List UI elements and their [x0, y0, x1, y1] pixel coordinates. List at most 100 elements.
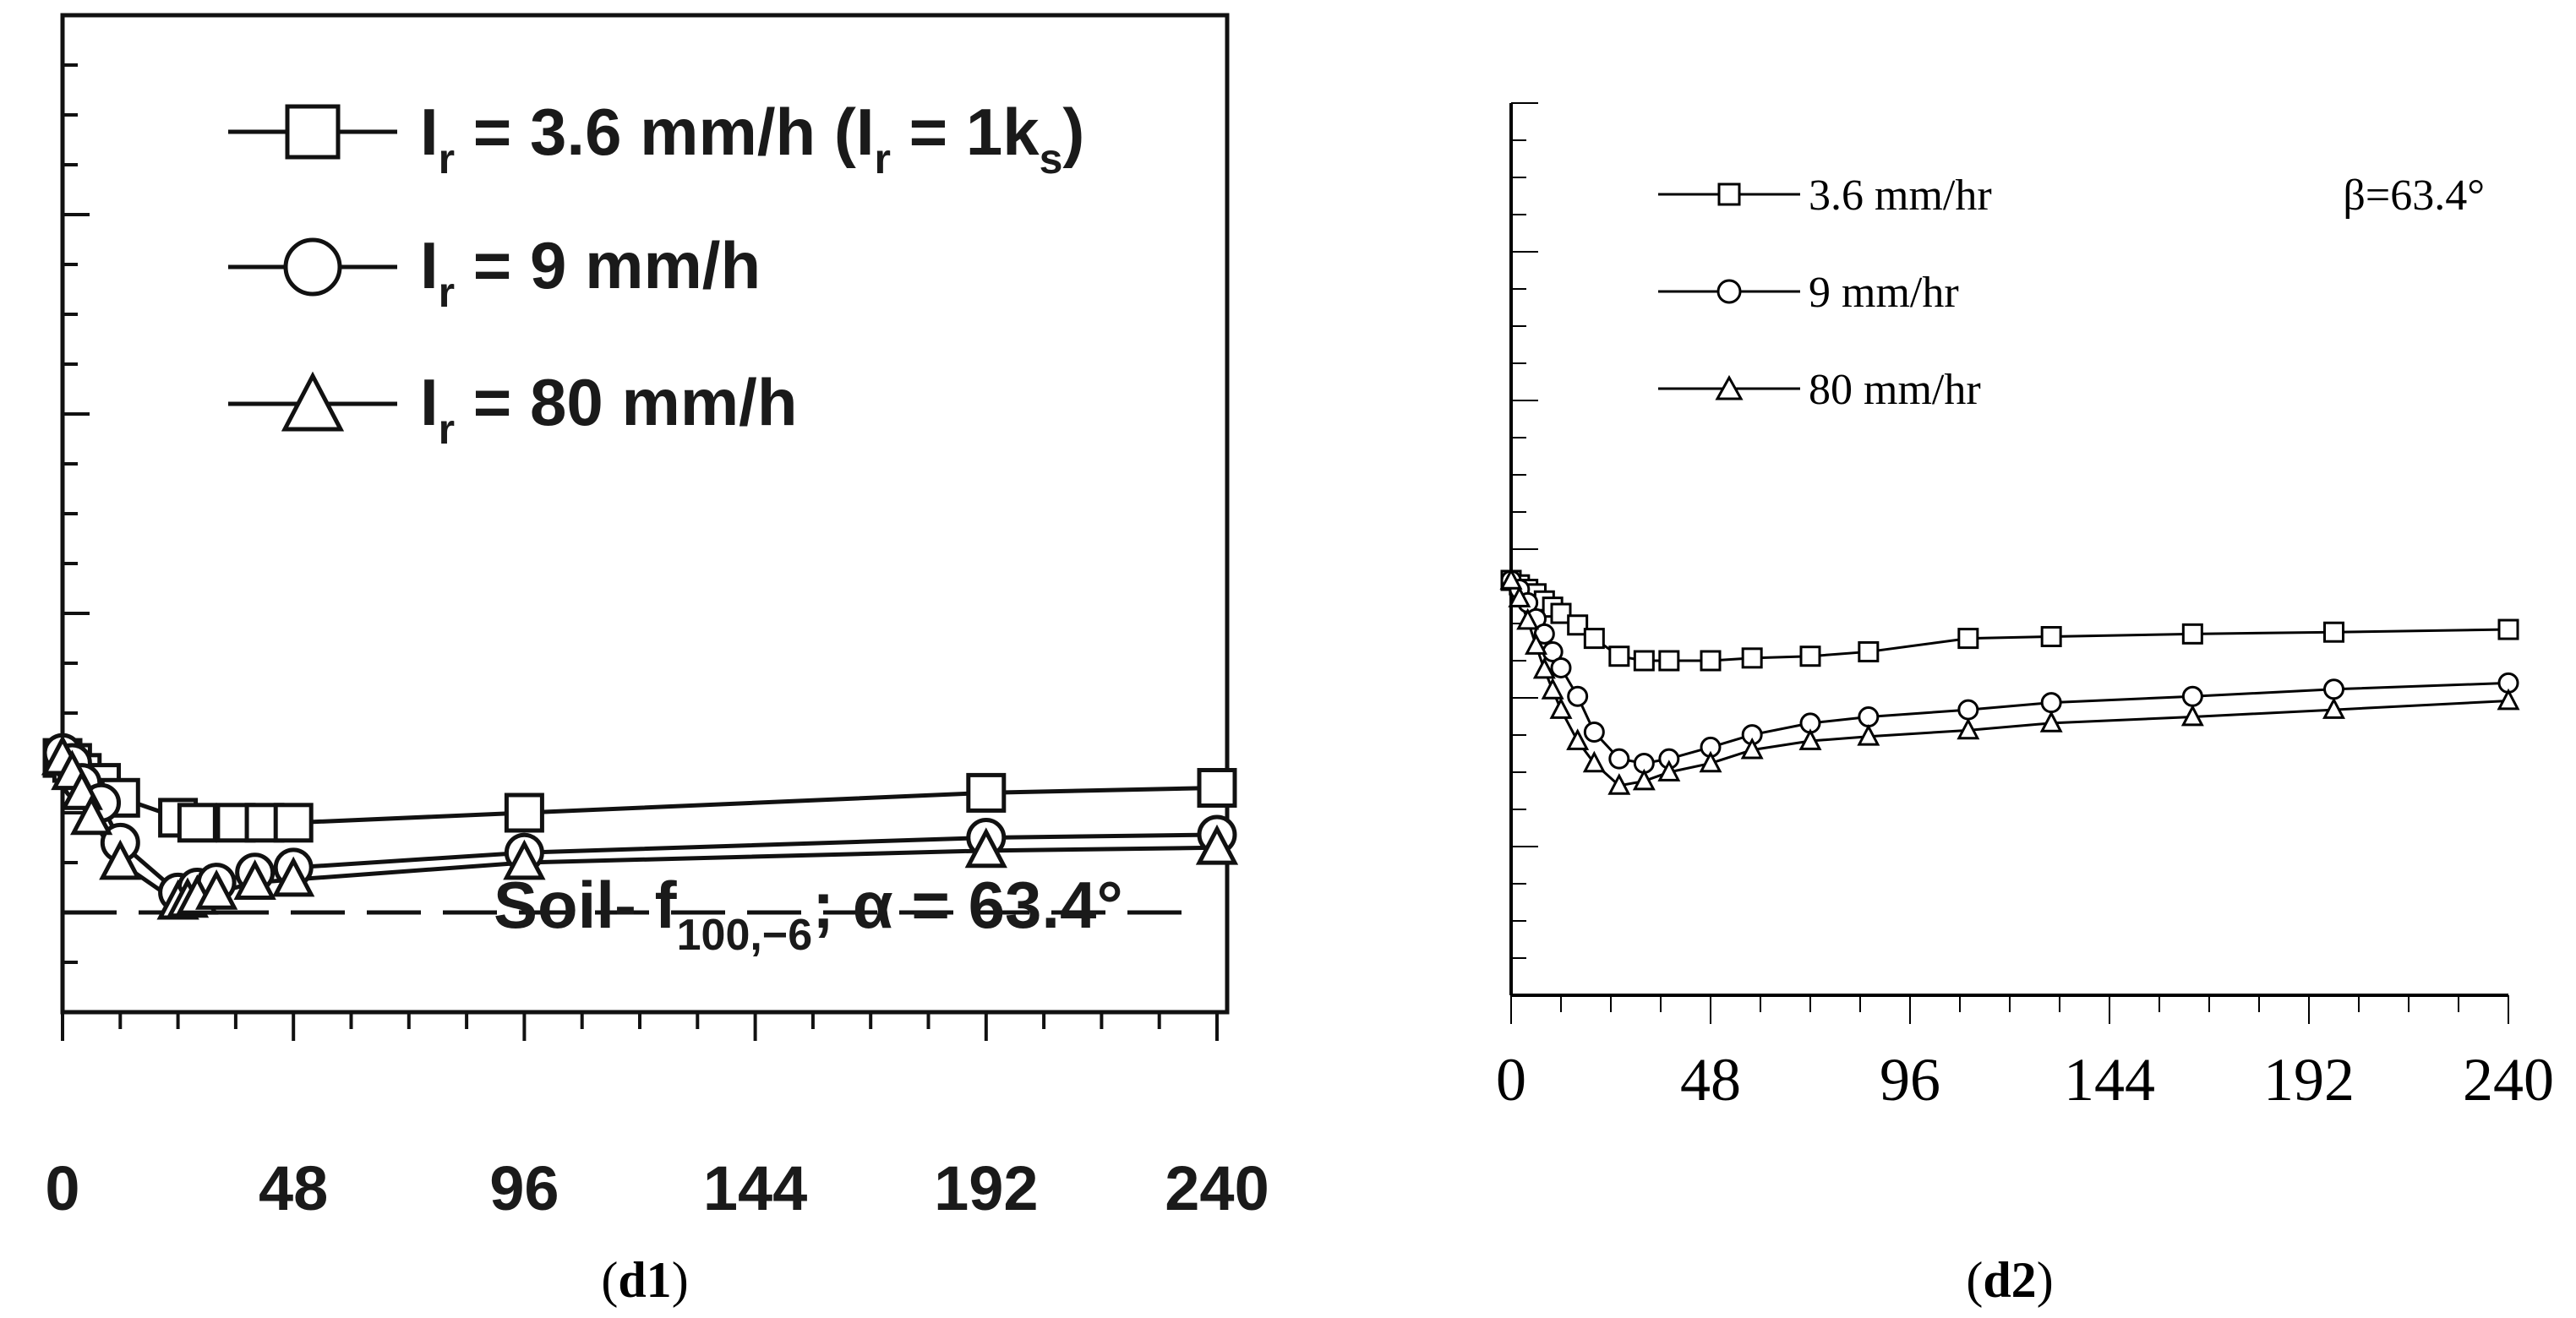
data-point-square: [1799, 645, 1821, 667]
data-point-triangle: [1607, 773, 1631, 795]
data-point-triangle: [1499, 568, 1523, 590]
data-point-triangle: [194, 869, 238, 910]
legend-label: Ir = 9 mm/h: [420, 228, 761, 316]
data-point-triangle: [233, 859, 276, 900]
data-point-triangle: [1798, 728, 1822, 750]
data-point-triangle: [1957, 717, 1980, 740]
data-point-triangle: [1582, 750, 1606, 773]
data-point-square: [1567, 614, 1589, 636]
legend-square-marker: [1717, 182, 1741, 206]
data-point-triangle: [1740, 737, 1764, 760]
data-point-circle: [1550, 656, 1572, 678]
series-group: [41, 733, 1239, 920]
data-point-square: [1957, 628, 1979, 650]
data-point-triangle: [99, 839, 142, 880]
data-point-triangle: [70, 794, 113, 836]
data-point-circle: [1957, 699, 1979, 721]
data-point-square: [1741, 647, 1763, 669]
data-point-circle: [1567, 685, 1589, 707]
data-point-triangle: [1857, 723, 1880, 746]
data-point-square: [1550, 602, 1572, 624]
data-point-triangle: [503, 839, 546, 880]
legend-triangle-marker: [281, 371, 345, 432]
data-point-triangle: [1516, 607, 1540, 630]
panel-caption: (d1): [601, 1252, 688, 1308]
data-point-triangle: [1525, 633, 1547, 655]
x-tick-label: 96: [489, 1153, 559, 1223]
legend-label: Ir = 80 mm/h: [420, 365, 798, 453]
axis-ticks: 0 48 96 144 192 240: [1496, 102, 2554, 1114]
data-point-circle: [1608, 748, 1630, 770]
axis-ticks: 0 48 96 144 192 240: [45, 14, 1269, 1223]
legend: 3.6 mm/hr 9 mm/hr 80 mm/hr: [1658, 172, 1992, 414]
legend-label: Ir = 3.6 mm/h (Ir = 1ks): [420, 95, 1084, 182]
data-point-square: [1658, 650, 1680, 672]
data-point-triangle: [1632, 768, 1656, 791]
legend-triangle-marker: [1715, 374, 1744, 400]
x-tick-label: 240: [2463, 1046, 2554, 1114]
data-point-square: [1858, 640, 1880, 662]
legend-item: 9 mm/hr: [1658, 269, 1959, 317]
data-point-square: [1197, 768, 1237, 808]
panel-caption: (d2): [1966, 1252, 2053, 1308]
data-point-circle: [1583, 721, 1605, 743]
data-point-triangle: [1532, 656, 1556, 679]
series-line: [1509, 579, 2509, 765]
data-point-triangle: [1541, 678, 1564, 700]
data-point-circle: [2181, 685, 2203, 707]
data-point-square: [1608, 645, 1630, 667]
x-tick-label: 192: [934, 1153, 1038, 1223]
data-point-triangle: [2039, 711, 2063, 733]
x-tick-label: 0: [1496, 1046, 1526, 1114]
data-point-triangle: [964, 827, 1007, 869]
data-point-circle: [2040, 692, 2062, 714]
data-point-triangle: [2497, 688, 2520, 711]
panel-annotation: β=63.4°: [2343, 172, 2485, 220]
legend-label: 9 mm/hr: [1809, 269, 1959, 317]
data-point-square: [1583, 628, 1605, 650]
x-tick-label: 192: [2263, 1046, 2355, 1114]
data-point-triangle: [1566, 728, 1590, 750]
x-tick-label: 144: [703, 1153, 807, 1223]
x-tick-label: 48: [259, 1153, 328, 1223]
legend-item: 3.6 mm/hr: [1658, 172, 1992, 220]
legend-item: Ir = 3.6 mm/h (Ir = 1ks): [228, 95, 1084, 182]
chart-panel-d2: 0 48 96 144 192 240 3.6 mm/hr 9 mm/hr 80 mm/h…: [1496, 102, 2554, 1308]
data-point-triangle: [2322, 697, 2345, 719]
legend-circle-marker: [283, 237, 342, 297]
legend-item: Ir = 80 mm/h: [228, 365, 798, 453]
legend-circle-marker: [1716, 279, 1742, 304]
legend-label: 80 mm/hr: [1809, 366, 1981, 414]
x-tick-label: 96: [1880, 1046, 1940, 1114]
data-point-square: [504, 792, 544, 833]
x-tick-label: 240: [1165, 1153, 1269, 1223]
panel-annotation: Soil- f100,−6; α = 63.4°: [494, 868, 1123, 960]
legend-item: Ir = 9 mm/h: [228, 228, 761, 316]
data-point-triangle: [1699, 750, 1722, 773]
series-group: [1499, 568, 2520, 795]
series-line: [1510, 579, 2509, 662]
data-point-triangle: [1657, 760, 1681, 782]
data-point-circle: [1858, 706, 1880, 728]
data-point-circle: [1533, 623, 1555, 645]
legend-square-marker: [285, 104, 341, 160]
data-point-triangle: [1195, 824, 1239, 865]
data-point-triangle: [2180, 704, 2204, 727]
data-point-square: [1700, 650, 1722, 672]
data-point-square: [2497, 618, 2519, 640]
data-point-square: [966, 772, 1007, 813]
data-point-circle: [2323, 678, 2344, 700]
x-tick-label: 144: [2064, 1046, 2155, 1114]
x-tick-label: 0: [45, 1153, 79, 1223]
data-point-square: [2323, 621, 2344, 643]
data-point-square: [1633, 650, 1655, 672]
data-point-triangle: [272, 856, 315, 897]
chart-panel-d1: 0 48 96 144 192 240 Ir = 3.6 mm/h (Ir = 1ks) …: [41, 13, 1269, 1308]
x-tick-label: 48: [1680, 1046, 1741, 1114]
data-point-square: [177, 803, 217, 843]
legend-label: 3.6 mm/hr: [1809, 172, 1992, 220]
data-point-triangle: [1508, 585, 1531, 607]
data-point-square: [2040, 625, 2062, 647]
data-point-triangle: [1549, 697, 1573, 719]
